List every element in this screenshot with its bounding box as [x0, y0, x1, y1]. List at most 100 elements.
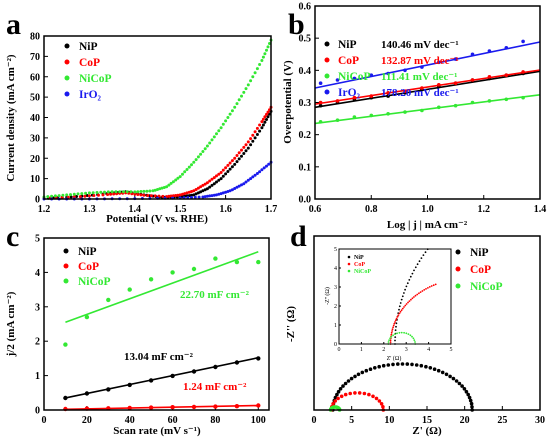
data-point-nip: [368, 367, 373, 372]
x-tick-label: 4: [427, 347, 430, 353]
data-point-nip: [212, 182, 216, 186]
data-point-nicop: [178, 175, 182, 179]
legend-label-cop: CoP: [338, 55, 359, 67]
data-point-nicop: [110, 190, 114, 194]
data-point-iro2: [217, 192, 221, 196]
data-point-iro2: [237, 184, 241, 188]
data-point-iro2: [265, 164, 268, 168]
data-point-cop: [194, 188, 198, 191]
inset-point-cop: [428, 286, 431, 288]
inset-point-cop: [413, 296, 415, 298]
data-point-nip: [69, 195, 73, 199]
data-point-iro2: [386, 71, 390, 76]
data-point-nip: [386, 94, 390, 98]
inset-point-cop: [423, 289, 426, 291]
data-point-cop: [331, 402, 335, 406]
inset-point-nip: [411, 272, 414, 275]
data-point-nicop: [453, 103, 458, 108]
data-point-cop: [374, 396, 379, 401]
inset-point-cop: [430, 285, 433, 287]
data-point-nicop: [72, 192, 76, 196]
inset-legend-label-nicop: NiCoP: [354, 269, 371, 275]
legend-marker-cop: [455, 266, 461, 272]
data-point-cop: [420, 86, 424, 90]
data-point-nip: [454, 379, 459, 383]
data-point-nip: [263, 120, 267, 124]
data-point-nicop: [106, 297, 111, 303]
inset-point-nicop: [398, 331, 401, 334]
legend-label-nicop: NiCoP: [78, 276, 111, 288]
y-tick-label: 0: [35, 406, 40, 417]
data-point-nip: [356, 372, 361, 377]
inset-point-cop: [403, 306, 405, 308]
legend-label-nicop: NiCoP: [79, 73, 112, 85]
inset-ylabel: -Z'' (Ω): [324, 287, 331, 305]
inset-point-cop: [400, 309, 403, 312]
data-point-nip: [219, 177, 223, 181]
x-tick-label: 40: [125, 415, 135, 426]
inset-point-cop: [427, 287, 429, 289]
data-point-nip: [237, 157, 241, 161]
inset-point-cop: [434, 283, 437, 286]
data-point-nicop: [65, 193, 69, 197]
data-point-nip: [242, 152, 246, 155]
x-tick-label: 1.3: [83, 204, 96, 215]
inset-point-nip: [418, 260, 421, 263]
data-point-cop: [255, 126, 259, 130]
data-point-iro2: [352, 76, 357, 81]
data-point-cop: [487, 75, 492, 79]
data-point-nip: [217, 178, 221, 182]
data-point-nicop: [127, 287, 132, 292]
legend-marker-cop: [63, 263, 69, 269]
panel-c-frame: [43, 237, 270, 411]
data-point-cop: [210, 177, 214, 181]
data-point-cop: [251, 133, 255, 137]
data-point-nicop: [521, 95, 525, 100]
data-point-nip: [106, 387, 111, 392]
inset-point-cop: [399, 310, 402, 313]
data-point-nicop: [53, 194, 57, 198]
data-point-iro2: [203, 195, 207, 199]
data-point-cop: [226, 163, 230, 167]
data-point-cop: [219, 171, 223, 174]
data-point-nip: [405, 362, 410, 366]
data-point-iro2: [224, 190, 228, 194]
legend-marker-nicop: [64, 75, 70, 81]
data-point-nicop: [335, 118, 340, 122]
panel-label-a: a: [6, 8, 21, 41]
y-tick-label: 0.6: [299, 2, 312, 13]
data-point-cop: [235, 154, 239, 157]
panel-a-legend: NiP CoP NiCoP IrO₂: [64, 41, 112, 101]
data-point-nip: [353, 374, 357, 379]
data-point-cop: [112, 192, 116, 196]
data-point-nip: [318, 103, 323, 108]
inset-legend-label-nip: NiP: [354, 255, 364, 261]
data-point-cop: [87, 194, 91, 198]
data-point-nicop: [148, 277, 154, 282]
data-point-nicop: [136, 190, 140, 194]
inset-point-cop: [419, 291, 422, 293]
legend-marker-nicop: [455, 283, 461, 289]
inset-point-cop: [396, 315, 399, 318]
x-tick-label: 1.5: [174, 204, 187, 215]
inset-point-nicop: [409, 334, 412, 337]
data-point-nicop: [235, 102, 239, 106]
data-point-nip: [386, 363, 391, 367]
data-point-nip: [249, 143, 253, 147]
x-tick-label: 0: [338, 347, 341, 353]
data-point-iro2: [403, 68, 407, 73]
inset-point-nip: [409, 275, 412, 278]
inset-point-nip: [400, 298, 403, 301]
y-tick-label: 3: [35, 302, 40, 313]
x-tick-label: 10: [384, 415, 394, 426]
data-point-nip: [170, 373, 175, 379]
data-point-cop: [208, 179, 212, 183]
data-point-iro2: [267, 162, 271, 166]
data-point-nip: [460, 384, 464, 388]
data-point-cop: [352, 95, 357, 100]
legend-marker-nip: [63, 248, 69, 254]
inset-point-nip: [424, 251, 427, 254]
data-point-nip: [451, 376, 456, 381]
data-point-nicop: [187, 165, 191, 169]
data-point-cop: [357, 391, 362, 395]
